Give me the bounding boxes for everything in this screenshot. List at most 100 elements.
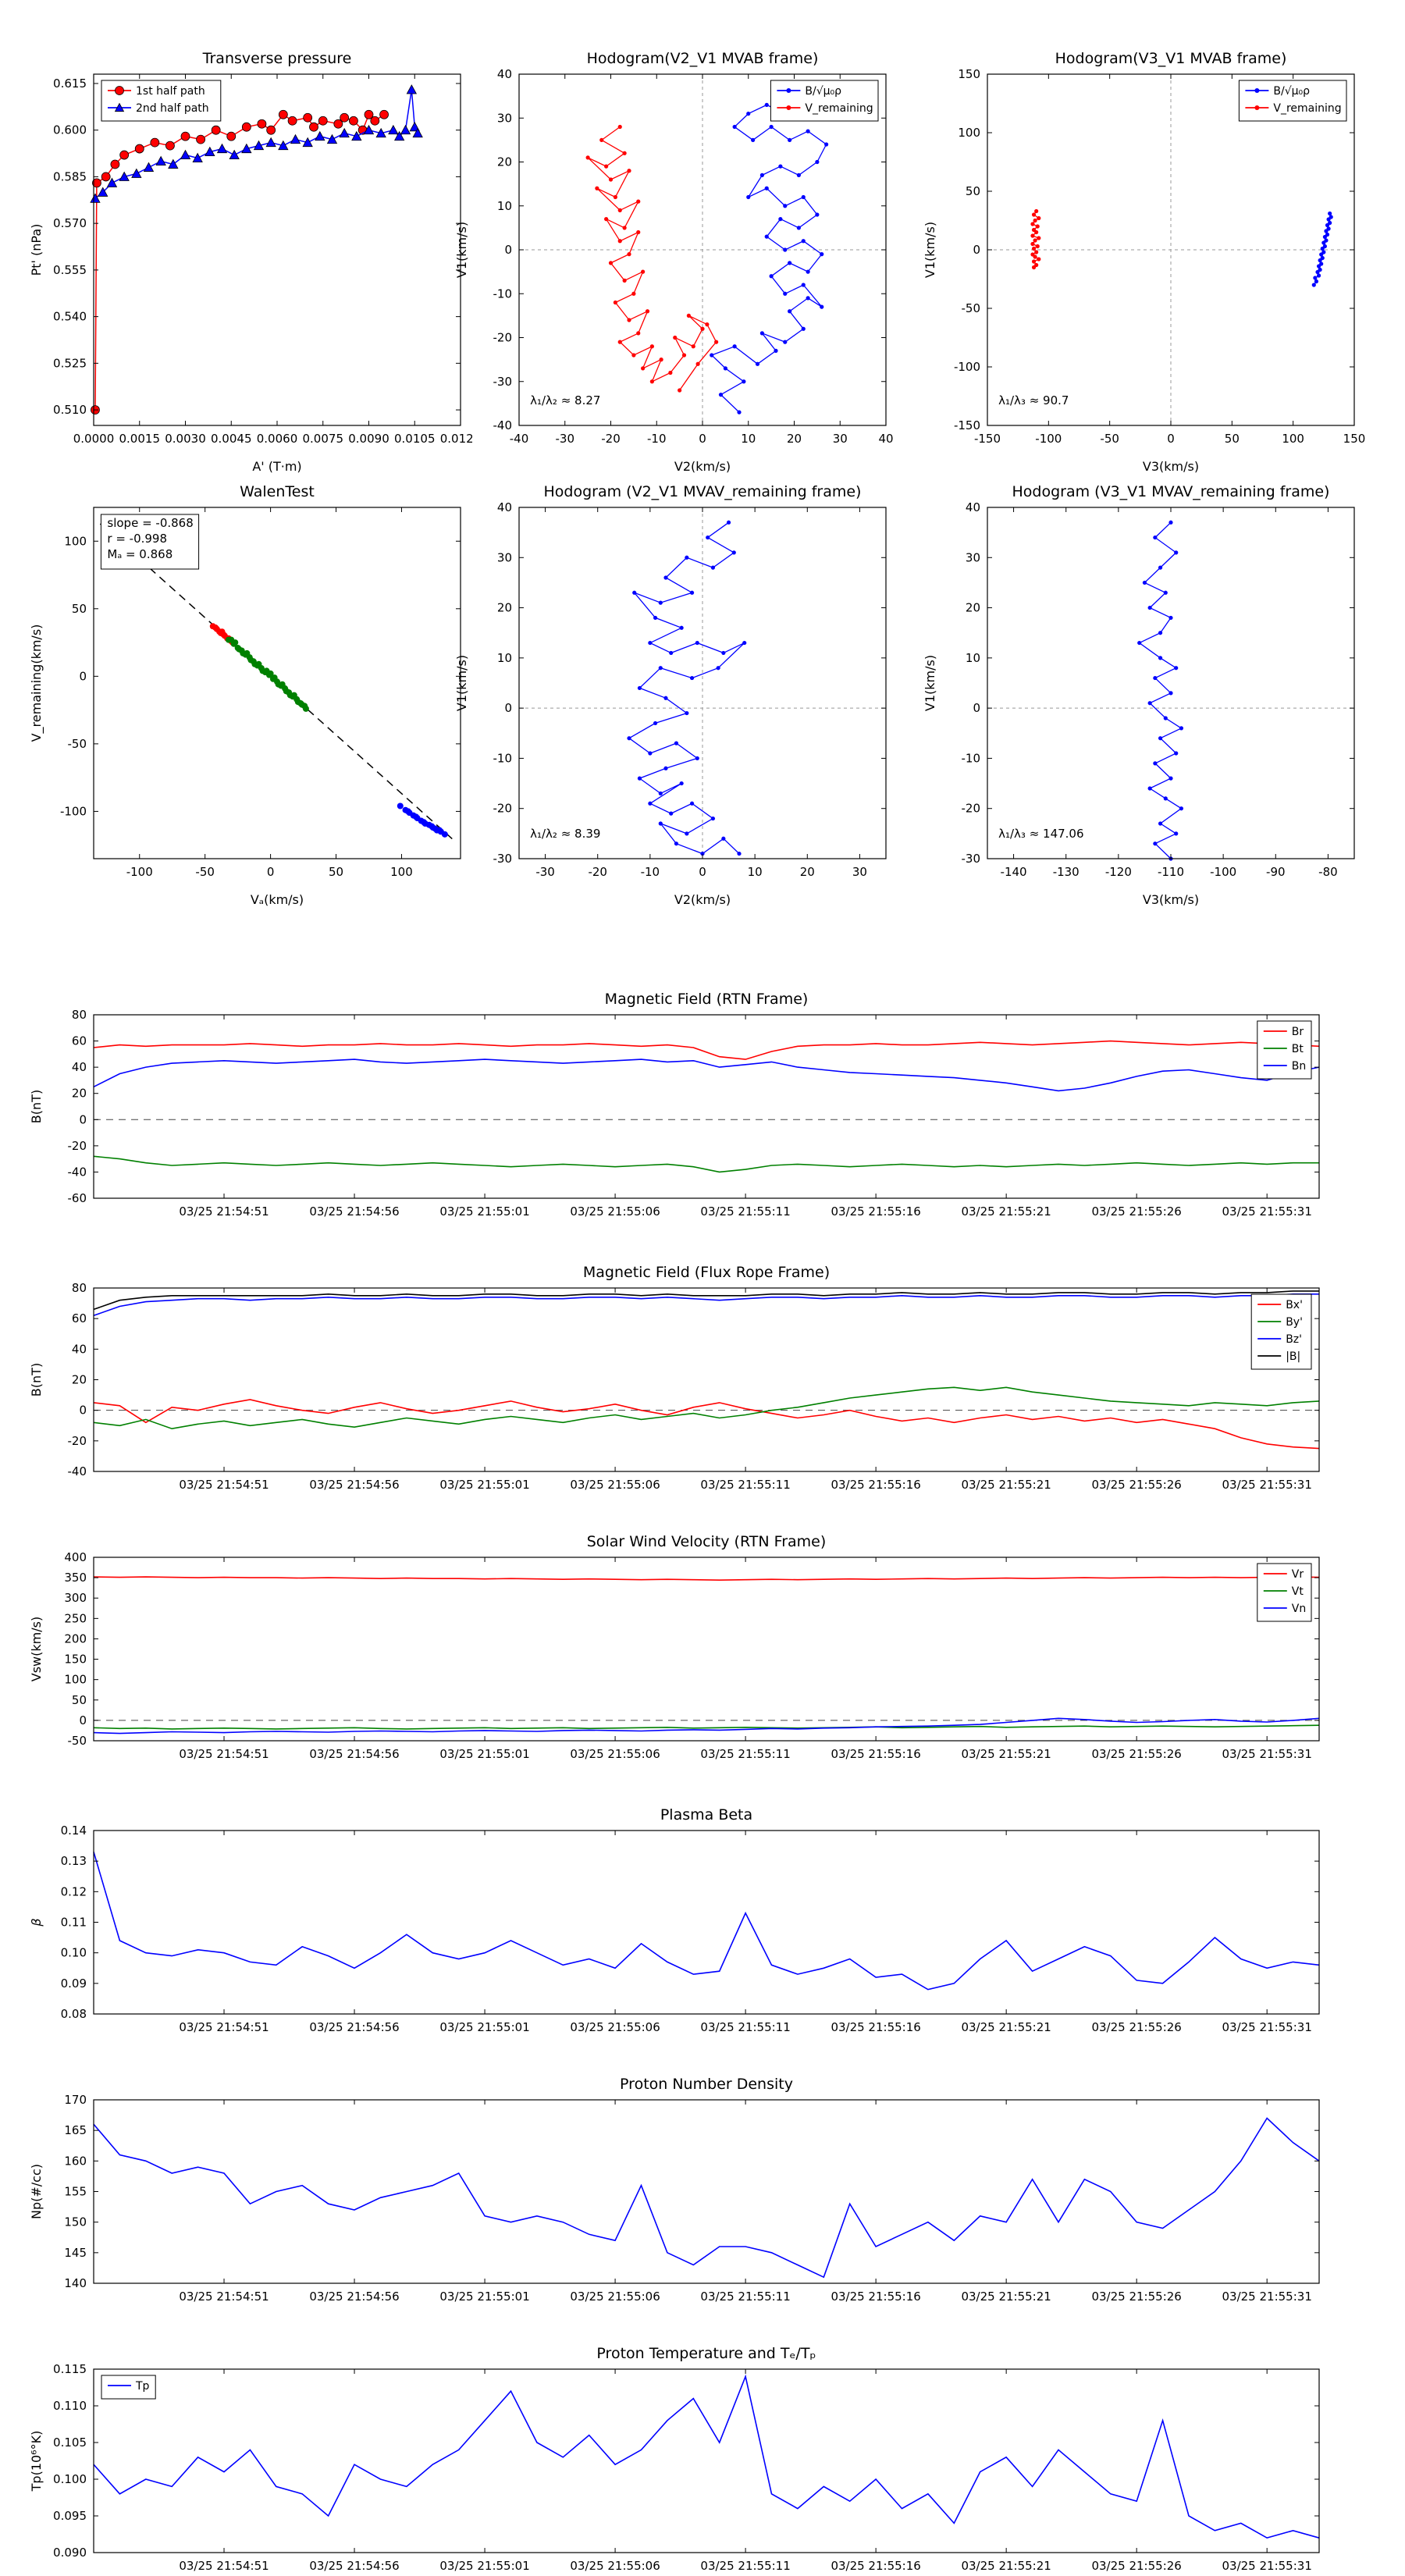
svg-text:β: β bbox=[29, 1918, 44, 1927]
svg-text:03/25 21:55:31: 03/25 21:55:31 bbox=[1222, 1747, 1312, 1761]
svg-text:100: 100 bbox=[64, 1673, 87, 1687]
svg-text:-50: -50 bbox=[68, 737, 87, 751]
svg-text:0: 0 bbox=[1167, 432, 1175, 446]
svg-text:-50: -50 bbox=[962, 301, 981, 315]
svg-text:-120: -120 bbox=[1105, 865, 1132, 879]
svg-text:0.10: 0.10 bbox=[61, 1946, 87, 1960]
svg-text:80: 80 bbox=[72, 1008, 87, 1022]
svg-text:40: 40 bbox=[966, 500, 980, 514]
svg-text:0.510: 0.510 bbox=[53, 403, 87, 417]
svg-text:Magnetic Field (RTN Frame): Magnetic Field (RTN Frame) bbox=[605, 991, 809, 1008]
svg-text:2nd half path: 2nd half path bbox=[136, 102, 209, 115]
svg-text:V2(km/s): V2(km/s) bbox=[674, 892, 731, 907]
svg-text:0.0090: 0.0090 bbox=[348, 432, 389, 446]
svg-text:03/25 21:55:01: 03/25 21:55:01 bbox=[439, 2020, 529, 2034]
svg-text:100: 100 bbox=[1282, 432, 1304, 446]
svg-text:V3(km/s): V3(km/s) bbox=[1143, 892, 1199, 907]
chart-mag-rtn: 03/25 21:54:51 03/25 21:54:56 03/25 21:55:… bbox=[29, 991, 1320, 1219]
svg-text:155: 155 bbox=[64, 2185, 87, 2199]
svg-text:-40: -40 bbox=[68, 1165, 87, 1179]
svg-text:0.09: 0.09 bbox=[61, 1976, 87, 1991]
svg-text:03/25 21:55:06: 03/25 21:55:06 bbox=[570, 2290, 660, 2304]
svg-text:03/25 21:55:21: 03/25 21:55:21 bbox=[961, 1204, 1051, 1219]
svg-text:145: 145 bbox=[64, 2246, 87, 2260]
svg-text:Proton Number Density: Proton Number Density bbox=[620, 2076, 793, 2093]
svg-text:03/25 21:54:51: 03/25 21:54:51 bbox=[179, 2290, 269, 2304]
svg-text:Bz': Bz' bbox=[1286, 1333, 1302, 1346]
svg-text:0.0000: 0.0000 bbox=[73, 432, 115, 446]
svg-text:0.08: 0.08 bbox=[61, 2007, 87, 2021]
svg-text:40: 40 bbox=[878, 432, 893, 446]
svg-text:10: 10 bbox=[497, 651, 512, 665]
svg-text:20: 20 bbox=[72, 1373, 87, 1387]
svg-text:-30: -30 bbox=[493, 852, 513, 866]
svg-text:V1(km/s): V1(km/s) bbox=[454, 222, 469, 278]
svg-text:50: 50 bbox=[72, 602, 87, 616]
svg-text:slope = -0.868: slope = -0.868 bbox=[107, 516, 193, 530]
svg-text:0.11: 0.11 bbox=[61, 1916, 87, 1930]
svg-text:0.0105: 0.0105 bbox=[394, 432, 436, 446]
svg-text:0: 0 bbox=[79, 669, 87, 683]
svg-text:03/25 21:55:06: 03/25 21:55:06 bbox=[570, 1204, 660, 1219]
svg-text:B/√μ₀ρ: B/√μ₀ρ bbox=[1273, 85, 1310, 98]
svg-text:400: 400 bbox=[64, 1550, 87, 1564]
svg-text:0: 0 bbox=[504, 701, 512, 715]
svg-text:Magnetic Field (Flux Rope Fram: Magnetic Field (Flux Rope Frame) bbox=[583, 1264, 830, 1281]
svg-text:03/25 21:55:01: 03/25 21:55:01 bbox=[439, 1747, 529, 1761]
svg-text:170: 170 bbox=[64, 2093, 87, 2107]
svg-text:-140: -140 bbox=[1001, 865, 1027, 879]
svg-text:-10: -10 bbox=[493, 286, 513, 301]
svg-text:30: 30 bbox=[833, 432, 848, 446]
svg-text:|B|: |B| bbox=[1286, 1350, 1300, 1363]
svg-text:V_remaining(km/s): V_remaining(km/s) bbox=[29, 624, 44, 742]
svg-text:03/25 21:55:31: 03/25 21:55:31 bbox=[1222, 1204, 1312, 1219]
svg-text:Bt: Bt bbox=[1292, 1043, 1304, 1055]
svg-text:0: 0 bbox=[504, 243, 512, 257]
svg-text:30: 30 bbox=[852, 865, 867, 879]
svg-text:-30: -30 bbox=[556, 432, 575, 446]
svg-text:03/25 21:55:31: 03/25 21:55:31 bbox=[1222, 1478, 1312, 1492]
svg-text:300: 300 bbox=[64, 1591, 87, 1605]
svg-text:10: 10 bbox=[497, 199, 512, 213]
svg-text:50: 50 bbox=[1225, 432, 1240, 446]
svg-text:0: 0 bbox=[973, 701, 980, 715]
svg-text:0: 0 bbox=[699, 432, 706, 446]
svg-text:03/25 21:55:11: 03/25 21:55:11 bbox=[700, 1478, 790, 1492]
svg-text:0.13: 0.13 bbox=[61, 1854, 87, 1868]
svg-text:40: 40 bbox=[497, 500, 512, 514]
svg-text:50: 50 bbox=[329, 865, 343, 879]
chart-vsw-rtn: 03/25 21:54:51 03/25 21:54:56 03/25 21:55:… bbox=[29, 1533, 1320, 1761]
svg-text:03/25 21:55:26: 03/25 21:55:26 bbox=[1091, 1478, 1181, 1492]
svg-text:-60: -60 bbox=[68, 1191, 87, 1205]
svg-text:150: 150 bbox=[1343, 432, 1366, 446]
svg-text:V2(km/s): V2(km/s) bbox=[674, 459, 731, 474]
svg-text:165: 165 bbox=[64, 2123, 87, 2137]
svg-text:-50: -50 bbox=[195, 865, 215, 879]
svg-text:-130: -130 bbox=[1053, 865, 1080, 879]
svg-text:Vₐ(km/s): Vₐ(km/s) bbox=[251, 892, 304, 907]
svg-text:03/25 21:55:01: 03/25 21:55:01 bbox=[439, 1204, 529, 1219]
svg-text:03/25 21:55:21: 03/25 21:55:21 bbox=[961, 2559, 1051, 2573]
svg-text:03/25 21:55:16: 03/25 21:55:16 bbox=[831, 1478, 920, 1492]
svg-text:20: 20 bbox=[497, 601, 512, 615]
svg-text:20: 20 bbox=[787, 432, 802, 446]
svg-text:0.600: 0.600 bbox=[53, 123, 87, 137]
svg-text:03/25 21:55:11: 03/25 21:55:11 bbox=[700, 1204, 790, 1219]
svg-text:03/25 21:54:56: 03/25 21:54:56 bbox=[309, 1747, 399, 1761]
svg-text:10: 10 bbox=[748, 865, 763, 879]
svg-text:03/25 21:55:01: 03/25 21:55:01 bbox=[439, 2290, 529, 2304]
svg-text:150: 150 bbox=[64, 2215, 87, 2229]
svg-text:03/25 21:55:21: 03/25 21:55:21 bbox=[961, 2290, 1051, 2304]
svg-text:20: 20 bbox=[800, 865, 815, 879]
svg-text:-100: -100 bbox=[954, 360, 980, 374]
svg-text:Vn: Vn bbox=[1292, 1603, 1306, 1615]
svg-text:WalenTest: WalenTest bbox=[240, 483, 315, 500]
svg-text:30: 30 bbox=[497, 550, 512, 564]
svg-text:03/25 21:55:26: 03/25 21:55:26 bbox=[1091, 1747, 1181, 1761]
svg-text:0.105: 0.105 bbox=[53, 2435, 87, 2450]
svg-text:By': By' bbox=[1286, 1316, 1303, 1329]
svg-text:Transverse pressure: Transverse pressure bbox=[202, 50, 352, 67]
svg-text:03/25 21:55:16: 03/25 21:55:16 bbox=[831, 2290, 920, 2304]
svg-text:-40: -40 bbox=[493, 418, 513, 432]
